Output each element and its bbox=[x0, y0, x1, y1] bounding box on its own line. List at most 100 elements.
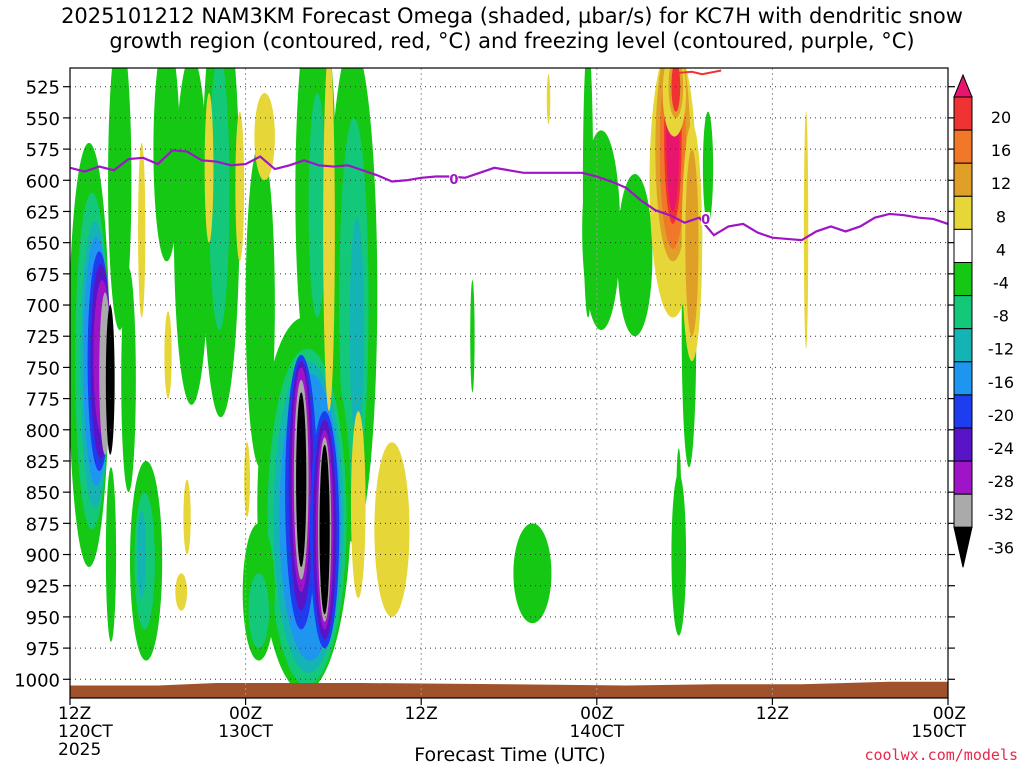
y-tick-label: 650 bbox=[26, 234, 60, 255]
colorbar-segment bbox=[953, 328, 973, 363]
omega-shade-region bbox=[108, 68, 132, 330]
omega-shading bbox=[70, 68, 948, 698]
credit-text: coolwx.com/models bbox=[864, 746, 1018, 764]
title-line-1: 2025101212 NAM3KM Forecast Omega (shaded… bbox=[61, 4, 963, 28]
colorbar-label: 20 bbox=[991, 108, 1011, 127]
plot-frame bbox=[69, 67, 949, 699]
y-tick-label: 600 bbox=[26, 171, 60, 192]
omega-shade-region bbox=[671, 68, 681, 112]
omega-shade-region bbox=[138, 142, 146, 318]
omega-shade-region bbox=[582, 130, 621, 330]
contour-lines: 00 bbox=[70, 69, 948, 242]
y-tick-label: 925 bbox=[26, 577, 60, 598]
omega-shade-region bbox=[323, 68, 335, 412]
colorbar-segment bbox=[953, 295, 973, 330]
freezing-level-label: 0 bbox=[701, 213, 710, 228]
y-tick-label: 575 bbox=[26, 140, 60, 161]
y-tick-label: 850 bbox=[26, 483, 60, 504]
y-tick-label: 550 bbox=[26, 109, 60, 130]
colorbar-segment bbox=[953, 460, 973, 495]
omega-shade-region bbox=[470, 280, 475, 393]
colorbar-segment bbox=[953, 195, 973, 230]
title-line-2: growth region (contoured, red, °C) and f… bbox=[109, 29, 915, 53]
colorbar-segment bbox=[953, 493, 973, 528]
x-tick-label: 130CT bbox=[218, 722, 273, 742]
omega-shade-region bbox=[671, 473, 687, 636]
chart-title: 2025101212 NAM3KM Forecast Omega (shaded… bbox=[0, 4, 1024, 54]
y-tick-label: 700 bbox=[26, 296, 60, 317]
colorbar-label: -16 bbox=[988, 373, 1014, 392]
omega-shade-region bbox=[121, 267, 136, 493]
x-axis-label: Forecast Time (UTC) bbox=[414, 744, 606, 766]
omega-shade-region bbox=[137, 510, 147, 599]
colorbar-segment bbox=[953, 162, 973, 197]
omega-shade-region bbox=[209, 68, 230, 330]
freezing-level-label: 0 bbox=[449, 173, 458, 188]
colorbar-segment bbox=[953, 361, 973, 396]
colorbar-segment bbox=[953, 427, 973, 462]
colorbar-label: -4 bbox=[993, 274, 1009, 293]
colorbar-label: -28 bbox=[988, 472, 1014, 491]
colorbar-segment bbox=[953, 394, 973, 429]
omega-shade-region bbox=[803, 111, 809, 349]
omega-shade-region bbox=[676, 448, 681, 524]
omega-shade-region bbox=[685, 149, 699, 337]
y-tick-label: 975 bbox=[26, 639, 60, 660]
x-tick-label: 120CT bbox=[58, 722, 113, 742]
omega-shade-region bbox=[204, 92, 214, 243]
y-tick-label: 775 bbox=[26, 390, 60, 411]
x-tick-label: 150CT bbox=[911, 722, 966, 742]
colorbar-label: 8 bbox=[996, 207, 1006, 226]
x-tick-label: 00Z bbox=[933, 704, 966, 724]
colorbar-label: 4 bbox=[996, 240, 1006, 259]
y-tick-label: 525 bbox=[26, 78, 60, 99]
omega-shade-region bbox=[319, 444, 330, 615]
y-tick-label: 1000 bbox=[14, 670, 60, 691]
x-tick-label: 140CT bbox=[569, 722, 624, 742]
omega-shade-region bbox=[248, 573, 270, 649]
y-tick-label: 900 bbox=[26, 546, 60, 567]
x-tick-label: 12Z bbox=[405, 704, 438, 724]
colorbar-segment bbox=[953, 129, 973, 164]
freezing-level-label-bg bbox=[449, 172, 459, 186]
omega-shade-region bbox=[374, 442, 410, 617]
colorbar-label: -32 bbox=[988, 505, 1014, 524]
omega-shade-region bbox=[183, 479, 191, 555]
omega-shade-region bbox=[296, 392, 307, 568]
y-tick-label: 750 bbox=[26, 358, 60, 379]
omega-shade-region bbox=[702, 111, 714, 224]
colorbar-label: 12 bbox=[991, 174, 1011, 193]
omega-shade-region bbox=[244, 442, 250, 518]
colorbar-segment bbox=[953, 262, 973, 297]
y-tick-label: 825 bbox=[26, 452, 60, 473]
omega-shade-region bbox=[617, 174, 653, 337]
y-tick-label: 800 bbox=[26, 421, 60, 442]
omega-shade-region bbox=[254, 92, 275, 181]
colorbar-label: 16 bbox=[991, 141, 1011, 160]
colorbar-arrow-bottom bbox=[953, 526, 973, 568]
y-tick-label: 875 bbox=[26, 514, 60, 535]
ground-surface bbox=[70, 681, 948, 698]
colorbar-segment bbox=[953, 96, 973, 131]
omega-shade-region bbox=[175, 573, 188, 611]
omega-shade-region bbox=[105, 305, 115, 455]
plot-grid bbox=[70, 68, 948, 698]
colorbar: 20 16 12 8 4 -4 -8 -12 -16 -20 -24 -28 -32 -36 bbox=[953, 73, 1014, 568]
y-tick-label: 625 bbox=[26, 202, 60, 223]
x-tick-label: 00Z bbox=[580, 704, 613, 724]
omega-shade-region bbox=[546, 74, 551, 125]
colorbar-label: -20 bbox=[988, 406, 1014, 425]
x-tick-label: 00Z bbox=[229, 704, 262, 724]
omega-shade-region bbox=[235, 111, 245, 262]
omega-shade-region bbox=[308, 92, 327, 318]
colorbar-arrow-top bbox=[953, 73, 973, 98]
omega-shade-region bbox=[350, 411, 366, 599]
omega-shade-region bbox=[349, 217, 365, 443]
omega-shade-region bbox=[532, 548, 550, 611]
y-tick-label: 675 bbox=[26, 265, 60, 286]
colorbar-label: -12 bbox=[988, 340, 1014, 359]
y-axis: 525 550 575 600 625 650 675 700 725 750 775 800 825 8… bbox=[14, 78, 955, 691]
colorbar-label: -36 bbox=[988, 538, 1014, 557]
